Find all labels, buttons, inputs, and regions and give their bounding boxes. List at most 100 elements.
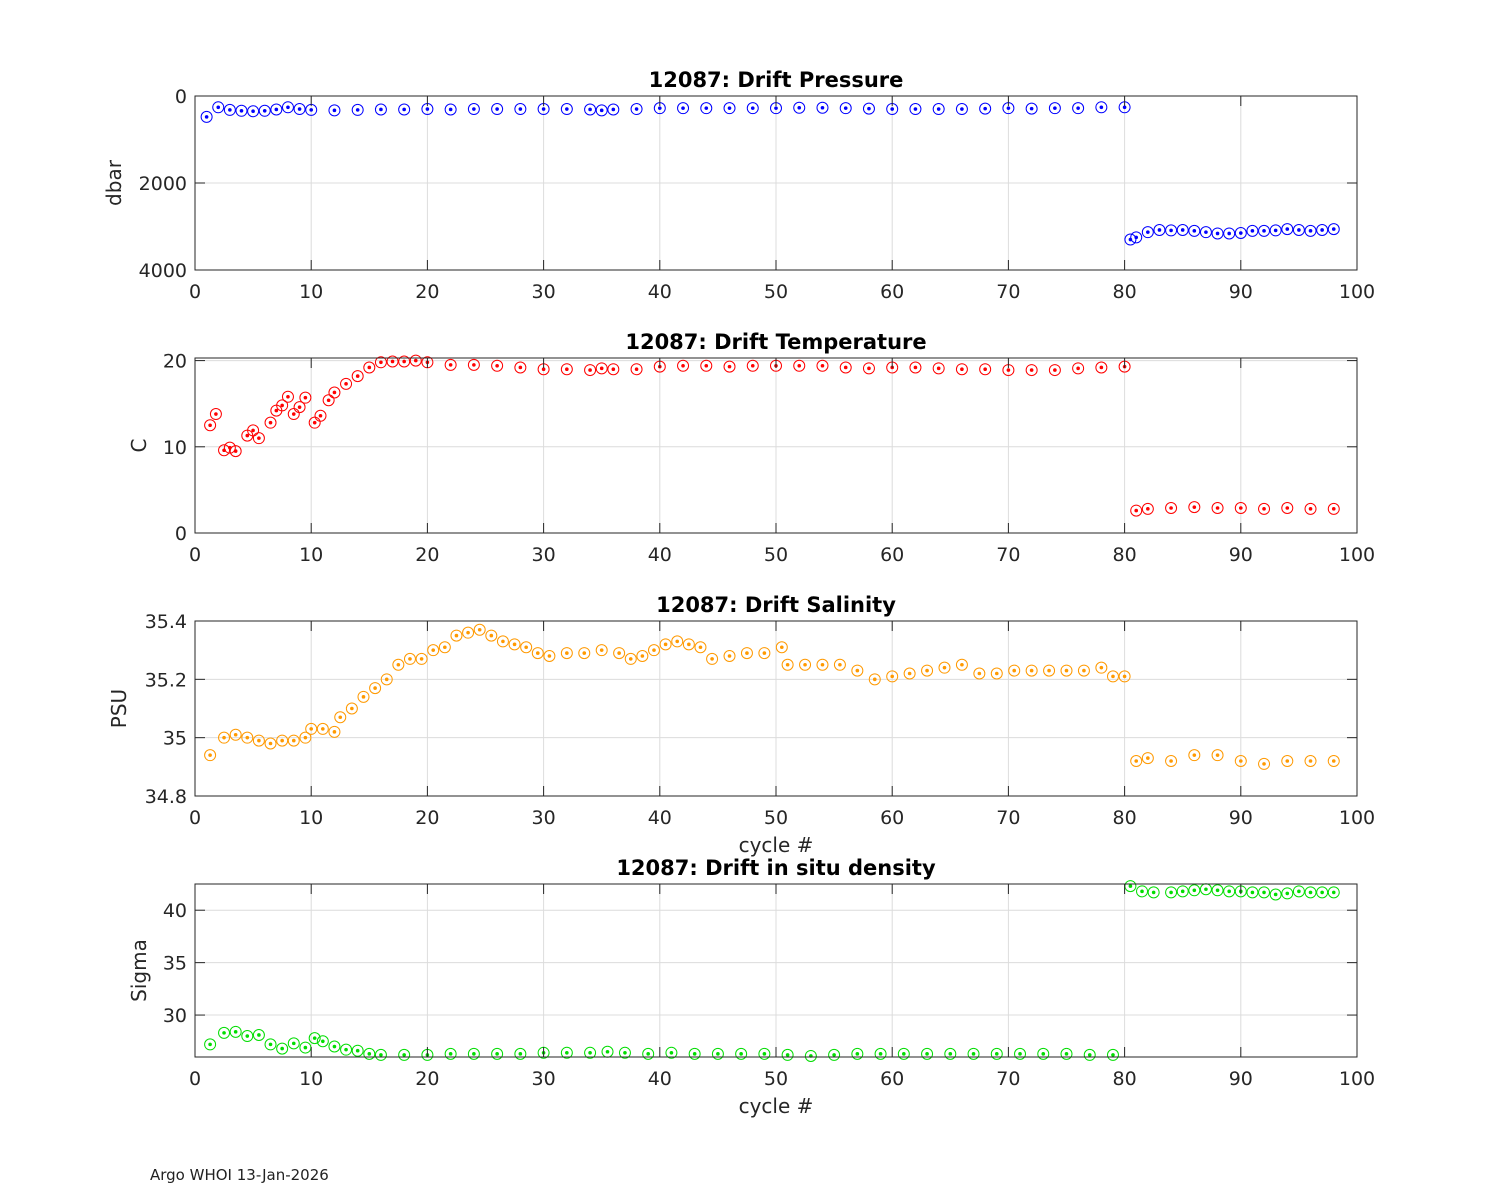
data-point bbox=[467, 1047, 480, 1060]
data-point-center bbox=[245, 735, 250, 740]
data-point-center bbox=[1273, 228, 1278, 233]
data-point bbox=[345, 702, 358, 715]
data-point bbox=[1234, 227, 1247, 240]
data-point bbox=[1246, 886, 1259, 899]
data-point-center bbox=[1262, 890, 1266, 895]
data-point bbox=[775, 641, 788, 654]
data-point bbox=[270, 103, 283, 116]
data-point bbox=[218, 1026, 231, 1039]
data-point-center bbox=[1076, 366, 1080, 371]
data-point bbox=[1141, 226, 1154, 239]
data-point-center bbox=[204, 115, 209, 119]
x-tick-label: 30 bbox=[532, 281, 556, 303]
data-point-center bbox=[867, 106, 871, 111]
data-point bbox=[1060, 664, 1073, 677]
data-point bbox=[682, 638, 695, 651]
x-tick-label: 70 bbox=[996, 281, 1020, 303]
data-point bbox=[677, 359, 690, 372]
data-point-center bbox=[623, 1051, 627, 1055]
data-point bbox=[316, 722, 329, 735]
data-point bbox=[380, 673, 393, 686]
data-point bbox=[816, 658, 829, 671]
chart-panel-4: 0 10 20 30 40 50 60 70 80 90 100 30 35 40 12087: Drift… bbox=[127, 856, 1375, 1118]
data-point-center bbox=[1215, 888, 1220, 893]
data-point bbox=[1165, 224, 1178, 237]
data-point-center bbox=[1146, 507, 1150, 511]
data-point-center bbox=[1320, 890, 1324, 895]
data-point bbox=[252, 734, 265, 747]
data-point-center bbox=[605, 1049, 610, 1054]
data-point-center bbox=[291, 738, 296, 743]
data-point-center bbox=[855, 1052, 860, 1056]
data-point-center bbox=[785, 1053, 790, 1057]
data-point bbox=[862, 102, 875, 115]
data-point-center bbox=[257, 436, 261, 440]
data-point bbox=[804, 1049, 817, 1062]
data-point bbox=[938, 661, 951, 674]
data-point bbox=[328, 1040, 341, 1053]
data-point bbox=[1281, 755, 1294, 767]
data-point bbox=[1211, 884, 1224, 897]
data-point-center bbox=[312, 420, 317, 425]
data-point bbox=[415, 652, 428, 665]
data-point-center bbox=[750, 106, 755, 110]
data-point bbox=[403, 652, 416, 665]
x-tick-label: 10 bbox=[299, 281, 323, 303]
x-tick-label: 0 bbox=[189, 281, 201, 303]
x-tick-label: 0 bbox=[189, 544, 201, 566]
data-point bbox=[200, 110, 213, 123]
data-point-center bbox=[379, 1053, 383, 1057]
data-point bbox=[560, 103, 573, 116]
data-point-center bbox=[820, 662, 825, 667]
data-point-center bbox=[512, 642, 517, 647]
y-axis-label: PSU bbox=[107, 689, 131, 728]
y-axis-label: dbar bbox=[102, 159, 126, 206]
data-point-center bbox=[1239, 231, 1243, 235]
data-point bbox=[1234, 502, 1247, 514]
data-point bbox=[1130, 231, 1143, 244]
x-tick-label: 30 bbox=[532, 807, 556, 829]
x-tick-label: 60 bbox=[880, 544, 904, 566]
data-point-center bbox=[872, 677, 877, 682]
data-point-center bbox=[1076, 106, 1080, 110]
data-point-center bbox=[361, 695, 366, 699]
data-point bbox=[1130, 504, 1143, 517]
y-tick-label: 35.4 bbox=[145, 611, 187, 633]
data-point bbox=[369, 682, 382, 695]
data-point-center bbox=[309, 108, 314, 112]
data-point-center bbox=[611, 107, 616, 112]
data-point-center bbox=[332, 108, 337, 113]
chart-title: 12087: Drift Salinity bbox=[656, 593, 896, 617]
x-tick-label: 60 bbox=[880, 1068, 904, 1090]
data-point bbox=[398, 1048, 411, 1061]
data-point-center bbox=[262, 108, 267, 113]
data-point bbox=[1316, 886, 1329, 899]
data-point-center bbox=[797, 363, 802, 368]
x-tick-label: 10 bbox=[299, 807, 323, 829]
data-point bbox=[235, 104, 248, 117]
data-point bbox=[293, 103, 306, 116]
data-point-center bbox=[652, 648, 656, 652]
x-tick-label: 50 bbox=[764, 1068, 788, 1090]
data-point-center bbox=[1250, 229, 1255, 233]
data-point bbox=[374, 1048, 387, 1061]
data-point-center bbox=[669, 1051, 674, 1055]
data-point bbox=[1025, 102, 1038, 115]
data-point-center bbox=[443, 645, 447, 650]
data-point bbox=[758, 647, 771, 660]
data-point bbox=[314, 409, 327, 422]
x-tick-label: 10 bbox=[299, 544, 323, 566]
data-point-center bbox=[588, 368, 592, 372]
data-point bbox=[1130, 755, 1143, 767]
data-point-center bbox=[855, 668, 860, 673]
data-point-center bbox=[291, 1041, 296, 1046]
data-point bbox=[531, 647, 544, 660]
data-point bbox=[560, 647, 573, 660]
data-point bbox=[340, 1043, 353, 1056]
data-point bbox=[281, 101, 294, 114]
data-point bbox=[723, 360, 736, 373]
data-point-center bbox=[681, 106, 685, 110]
data-point bbox=[467, 358, 480, 371]
data-point-center bbox=[1006, 368, 1011, 372]
data-point-center bbox=[960, 367, 964, 372]
